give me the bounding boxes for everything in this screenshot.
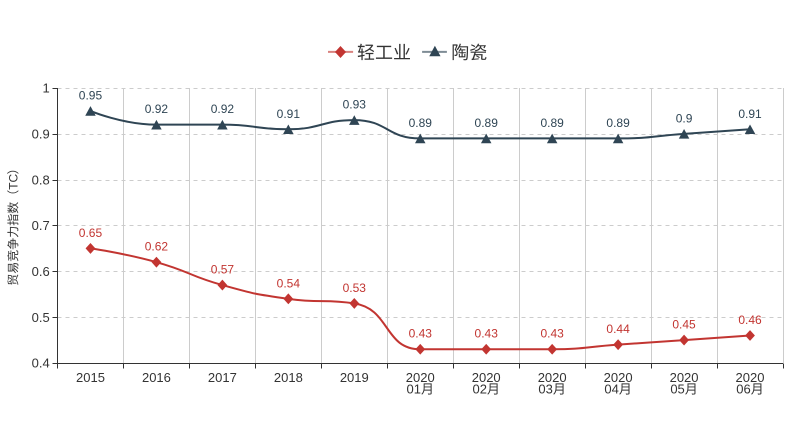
svg-text:2020: 2020: [670, 370, 699, 385]
svg-text:0.89: 0.89: [475, 116, 499, 130]
svg-text:2015: 2015: [76, 370, 105, 385]
svg-text:2019: 2019: [340, 370, 369, 385]
svg-text:03: 03: [538, 382, 552, 397]
svg-text:0.54: 0.54: [277, 276, 301, 290]
svg-text:0.91: 0.91: [738, 107, 762, 121]
svg-text:2020: 2020: [472, 370, 501, 385]
svg-text:02: 02: [472, 382, 486, 397]
svg-text:0.92: 0.92: [145, 102, 169, 116]
svg-text:0.53: 0.53: [343, 281, 367, 295]
svg-text:0.95: 0.95: [79, 88, 103, 102]
svg-text:TC: TC: [6, 173, 20, 189]
svg-text:0.57: 0.57: [211, 263, 235, 277]
svg-text:0.91: 0.91: [277, 107, 301, 121]
svg-text:2016: 2016: [142, 370, 171, 385]
svg-text:2018: 2018: [274, 370, 303, 385]
svg-text:0.4: 0.4: [32, 356, 50, 371]
svg-text:0.7: 0.7: [32, 218, 50, 233]
svg-text:0.89: 0.89: [606, 116, 630, 130]
svg-text:0.46: 0.46: [738, 313, 762, 327]
svg-text:0.62: 0.62: [145, 240, 169, 254]
svg-text:0.43: 0.43: [540, 327, 564, 341]
svg-text:2020: 2020: [538, 370, 567, 385]
svg-text:0.44: 0.44: [606, 322, 630, 336]
svg-text:0.93: 0.93: [343, 98, 367, 112]
svg-text:01: 01: [407, 382, 421, 397]
svg-text:0.45: 0.45: [672, 318, 696, 332]
svg-text:0.5: 0.5: [32, 310, 50, 325]
svg-text:2020: 2020: [604, 370, 633, 385]
svg-text:2017: 2017: [208, 370, 237, 385]
svg-text:0.9: 0.9: [32, 127, 50, 142]
svg-text:0.9: 0.9: [676, 111, 693, 125]
svg-text:2020: 2020: [406, 370, 435, 385]
svg-text:0.43: 0.43: [475, 327, 499, 341]
svg-text:0.65: 0.65: [79, 226, 103, 240]
svg-text:06: 06: [736, 382, 750, 397]
svg-text:1: 1: [42, 81, 49, 96]
svg-text:2020: 2020: [736, 370, 765, 385]
svg-text:04: 04: [604, 382, 618, 397]
svg-text:0.43: 0.43: [409, 327, 433, 341]
svg-text:0.89: 0.89: [540, 116, 564, 130]
svg-text:0.6: 0.6: [32, 264, 50, 279]
svg-text:05: 05: [670, 382, 684, 397]
svg-text:0.8: 0.8: [32, 172, 50, 187]
svg-text:0.92: 0.92: [211, 102, 235, 116]
svg-text:0.89: 0.89: [409, 116, 433, 130]
